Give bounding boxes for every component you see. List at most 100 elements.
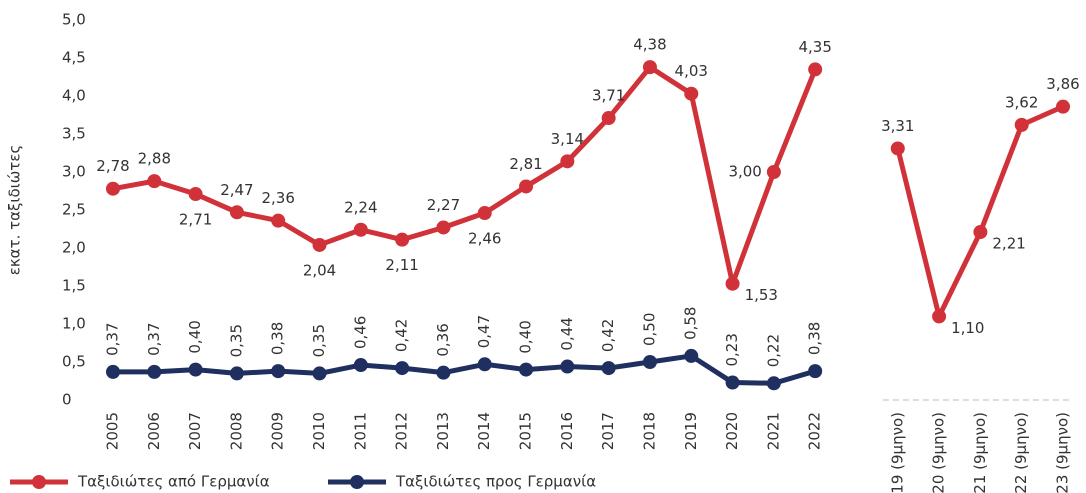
x-tick-label: 2012 [393, 412, 411, 450]
x-tick-label: 2006 [145, 412, 163, 450]
y-tick-label: 1,5 [62, 277, 86, 295]
x-tick-label: 2021 [764, 412, 782, 450]
data-point [766, 376, 781, 391]
data-point [725, 276, 740, 291]
data-point [312, 366, 327, 381]
data-point [436, 220, 451, 235]
x-tick-label: 2022 [806, 412, 824, 450]
data-label: 3,00 [728, 163, 761, 181]
series-line [895, 104, 1065, 319]
data-point [601, 361, 616, 376]
data-label: 0,40 [186, 320, 204, 353]
data-point [932, 309, 947, 324]
data-point [560, 154, 575, 169]
data-point [147, 364, 162, 379]
series-line [113, 353, 816, 386]
data-point [395, 232, 410, 247]
data-label: 2,46 [468, 230, 501, 248]
data-point [560, 359, 575, 374]
data-point [1014, 117, 1029, 132]
legend-marker [350, 475, 364, 489]
x-tick-label: 2018 [640, 412, 658, 450]
x-tick-label: 2016 [558, 412, 576, 450]
y-axis-label: εκατ. ταξιδιώτες [6, 145, 24, 276]
data-point [519, 362, 534, 377]
data-label: 3,62 [1005, 93, 1038, 111]
data-label: 0,37 [145, 322, 163, 355]
data-point [808, 62, 823, 77]
y-tick-label: 0,5 [62, 353, 86, 371]
data-label: 0,37 [104, 322, 122, 355]
data-point [312, 237, 327, 252]
data-point [1056, 99, 1070, 114]
data-point [271, 364, 286, 379]
data-point [147, 174, 162, 189]
y-tick-label: 3,0 [62, 163, 86, 181]
x-tick-label: 2020 (9μηνο) [930, 412, 948, 493]
data-point [642, 60, 657, 75]
data-point [973, 225, 988, 240]
data-point [395, 361, 410, 376]
data-label: 1,53 [745, 286, 778, 304]
x-tick-label: 2014 [475, 412, 493, 450]
data-point [271, 213, 286, 228]
x-tick-label: 2017 [599, 412, 617, 450]
data-point [229, 366, 244, 381]
data-label: 2,81 [509, 155, 542, 173]
data-label: 0,22 [764, 334, 782, 367]
x-tick-label: 2022 (9μηνο) [1012, 412, 1030, 493]
data-label: 4,35 [798, 38, 831, 56]
data-label: 2,11 [385, 256, 418, 274]
data-label: 2,36 [262, 189, 295, 207]
x-tick-label: 2013 [434, 412, 452, 450]
data-label: 2,71 [179, 211, 212, 229]
data-point [106, 181, 120, 196]
data-point [684, 86, 699, 101]
data-label: 4,38 [633, 36, 666, 54]
x-tick-label: 2009 [269, 412, 287, 450]
data-label: 3,31 [881, 117, 914, 135]
data-label: 0,23 [723, 333, 741, 366]
data-point [642, 355, 657, 369]
x-tick-label: 2007 [186, 412, 204, 450]
data-point [188, 187, 203, 202]
data-label: 2,47 [220, 181, 253, 199]
data-label: 2,78 [96, 157, 129, 175]
data-point [766, 165, 781, 179]
data-label: 4,03 [675, 62, 708, 80]
data-label: 3,86 [1046, 75, 1079, 93]
data-point [229, 205, 244, 220]
data-label: 0,44 [558, 317, 576, 350]
x-tick-label: 2005 [104, 412, 122, 450]
y-tick-label: 4,0 [62, 87, 86, 105]
x-tick-label: 2011 [351, 412, 369, 450]
x-tick-label: 2023 (9μηνο) [1054, 412, 1072, 493]
data-label: 0,38 [269, 322, 287, 355]
data-label: 0,58 [682, 307, 700, 340]
data-label: 0,47 [475, 315, 493, 348]
x-tick-label: 2008 [227, 412, 245, 450]
y-tick-label: 0 [62, 391, 72, 409]
data-label: 0,46 [351, 316, 369, 349]
data-label: 0,35 [310, 324, 328, 357]
data-point [353, 222, 368, 237]
y-tick-label: 2,5 [62, 201, 86, 219]
y-tick-label: 2,0 [62, 239, 86, 257]
data-label: 2,88 [138, 150, 171, 168]
data-label: 0,38 [806, 322, 824, 355]
data-label: 0,50 [640, 313, 658, 346]
data-point [808, 364, 823, 379]
x-tick-label: 2015 [517, 412, 535, 450]
data-label: 2,27 [427, 196, 460, 214]
x-tick-label: 2010 [310, 412, 328, 450]
x-tick-label: 2019 (9μηνο) [888, 412, 906, 493]
data-label: 0,36 [434, 323, 452, 356]
data-label: 2,24 [344, 198, 377, 216]
data-point [188, 362, 203, 377]
data-label: 2,21 [992, 235, 1025, 253]
data-label: 0,42 [393, 319, 411, 352]
data-point [477, 357, 492, 372]
data-point [890, 141, 905, 156]
y-tick-label: 3,5 [62, 125, 86, 143]
